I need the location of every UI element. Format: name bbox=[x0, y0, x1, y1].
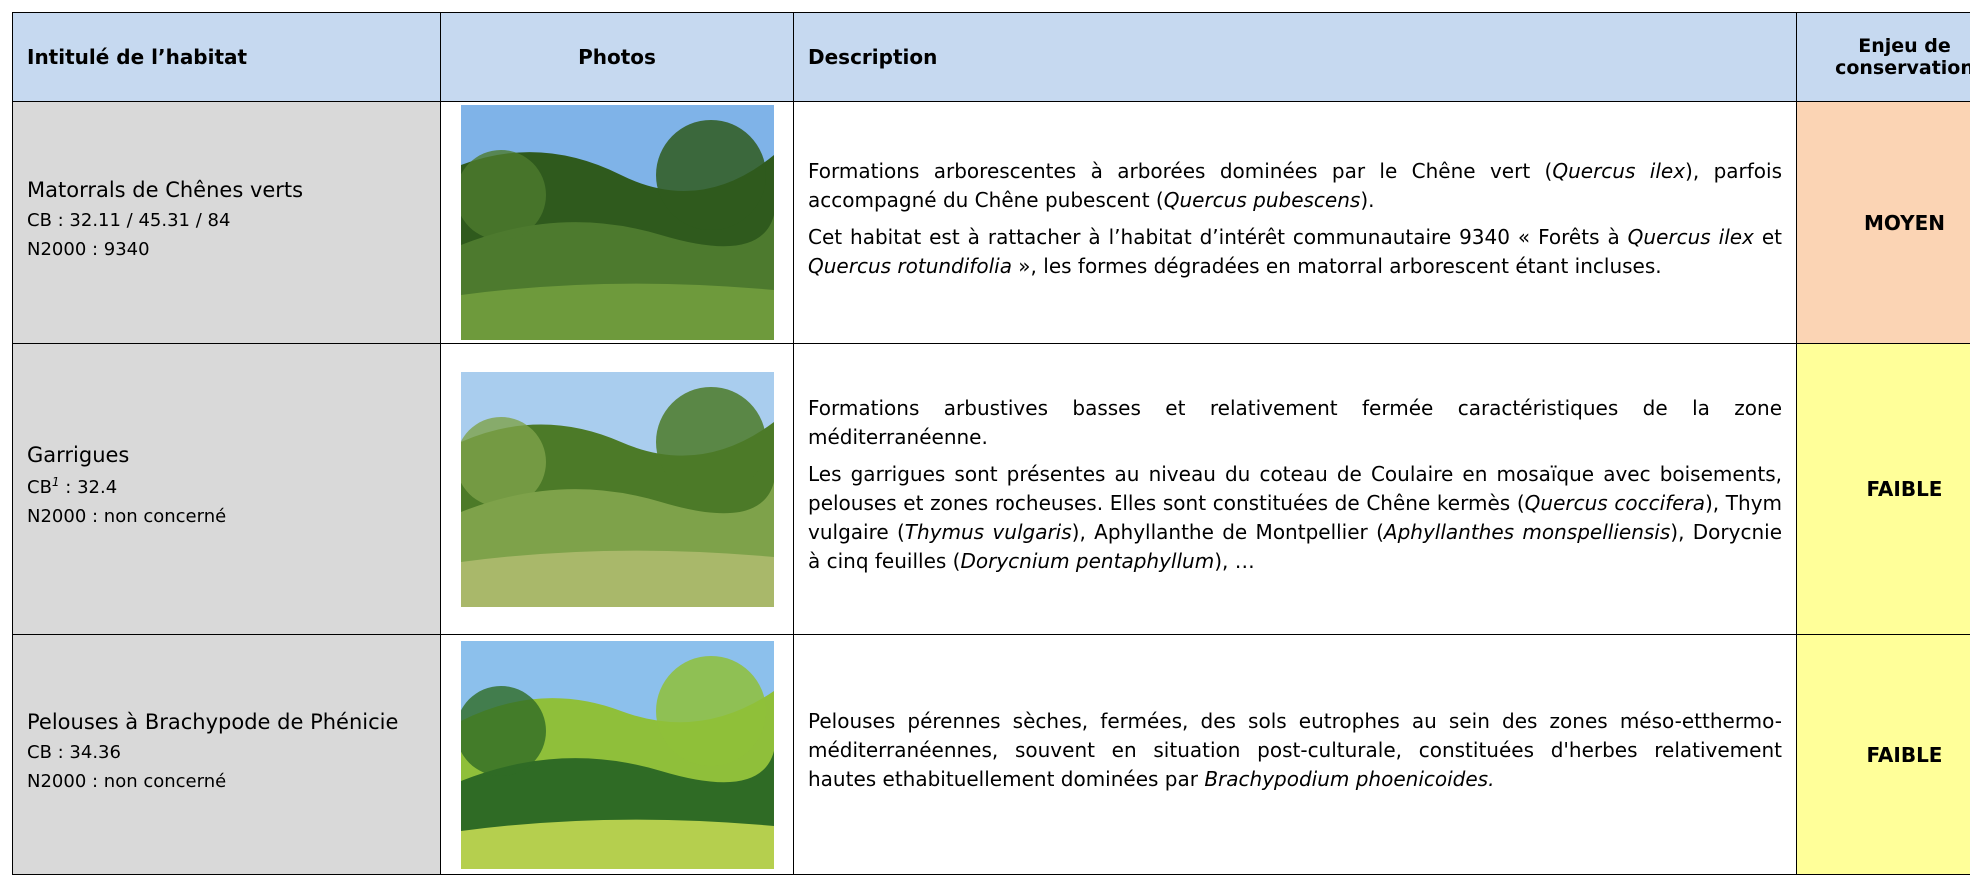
code-text: CB bbox=[27, 477, 52, 498]
header-cell: Photos bbox=[440, 12, 794, 102]
description-paragraph: Cet habitat est à rattacher à l’habitat … bbox=[808, 223, 1782, 281]
enjeu-cell: MOYEN bbox=[1796, 101, 1970, 344]
description-text: Quercus ilex bbox=[1552, 158, 1686, 183]
code-text: N2000 : non concerné bbox=[27, 506, 227, 527]
habitat-code: N2000 : non concerné bbox=[27, 771, 426, 792]
photo-cell bbox=[440, 343, 794, 635]
description-cell: Formations arbustives basses et relative… bbox=[793, 343, 1797, 635]
habitat-photo bbox=[460, 640, 774, 869]
habitat-table: Intitulé de l’habitat Photos Description… bbox=[12, 12, 1970, 875]
header-cell: Description bbox=[793, 12, 1797, 102]
photo-cell bbox=[440, 101, 794, 344]
description-text: Dorycnium pentaphyllum bbox=[960, 549, 1215, 573]
description-text: Quercus coccifera bbox=[1524, 491, 1705, 515]
table-wrap: Intitulé de l’habitat Photos Description… bbox=[12, 12, 1970, 875]
habitat-cell: Pelouses à Brachypode de Phénicie CB : 34… bbox=[12, 634, 441, 875]
habitat-name: Pelouses à Brachypode de Phénicie bbox=[27, 709, 399, 734]
description-text: Thymus vulgaris bbox=[904, 520, 1072, 544]
table-row: Garrigues CB1 : 32.4 N2000 : non concerné … bbox=[12, 343, 1970, 635]
code-text: N2000 : non concerné bbox=[27, 770, 227, 792]
description-text: ). bbox=[1360, 187, 1375, 212]
habitat-cell: Matorrals de Chênes verts CB : 32.11 / 45… bbox=[12, 101, 441, 344]
habitat-code: CB1 : 32.4 bbox=[27, 475, 426, 498]
code-text: : 32.4 bbox=[59, 477, 118, 498]
description-paragraph: Formations arborescentes à arborées domi… bbox=[808, 157, 1782, 215]
description-paragraph: Pelouses pérennes sèches, fermées, des s… bbox=[808, 707, 1782, 794]
description-text: Formations arbustives basses et relative… bbox=[808, 396, 1782, 449]
header-cell: Enjeu de conservation bbox=[1796, 12, 1970, 102]
description-paragraph: Formations arbustives basses et relative… bbox=[808, 394, 1782, 452]
habitat-code: CB : 34.36 bbox=[27, 742, 426, 763]
code-text: CB : 34.36 bbox=[27, 741, 121, 763]
header-cell: Intitulé de l’habitat bbox=[12, 12, 441, 102]
description-text: ), Aphyllanthe de Montpellier ( bbox=[1071, 520, 1384, 544]
description-text: Aphyllanthes monspelliensis bbox=[1383, 520, 1671, 544]
description-cell: Pelouses pérennes sèches, fermées, des s… bbox=[793, 634, 1797, 875]
enjeu-cell: FAIBLE bbox=[1796, 634, 1970, 875]
habitat-code: N2000 : non concerné bbox=[27, 506, 426, 527]
habitat-code: CB : 32.11 / 45.31 / 84 bbox=[27, 210, 426, 231]
habitat-name: Garrigues bbox=[27, 443, 130, 467]
description-text: ), … bbox=[1214, 549, 1255, 573]
table-body: Matorrals de Chênes verts CB : 32.11 / 45… bbox=[12, 101, 1970, 875]
habitat-photo bbox=[460, 371, 774, 607]
code-text: CB : 32.11 / 45.31 / 84 bbox=[27, 209, 231, 231]
description-text: Quercus rotundifolia bbox=[808, 253, 1012, 278]
code-text: 1 bbox=[51, 475, 60, 489]
description-text: ), Dorycnie à cinq feuilles ( bbox=[808, 520, 1782, 573]
table-row: Matorrals de Chênes verts CB : 32.11 / 45… bbox=[12, 101, 1970, 344]
table-row: Pelouses à Brachypode de Phénicie CB : 34… bbox=[12, 634, 1970, 875]
habitat-code: N2000 : 9340 bbox=[27, 239, 426, 260]
habitat-cell: Garrigues CB1 : 32.4 N2000 : non concerné bbox=[12, 343, 441, 635]
description-text: Cet habitat est à rattacher à l’habitat … bbox=[808, 224, 1628, 249]
enjeu-cell: FAIBLE bbox=[1796, 343, 1970, 635]
description-text: Quercus ilex bbox=[1627, 224, 1754, 249]
description-text: Quercus pubescens bbox=[1163, 187, 1361, 212]
description-text: », les formes dégradées en matorral arbo… bbox=[1011, 253, 1662, 278]
description-text: Formations arborescentes à arborées domi… bbox=[808, 158, 1553, 183]
description-text: Brachypodium phoenicoides. bbox=[1204, 767, 1495, 791]
photo-cell bbox=[440, 634, 794, 875]
description-text: ), Thym vulgaire ( bbox=[808, 491, 1783, 544]
header-row: Intitulé de l’habitat Photos Description… bbox=[12, 12, 1970, 102]
description-cell: Formations arborescentes à arborées domi… bbox=[793, 101, 1797, 344]
description-text: ), parfois accompagné du Chêne pubescent… bbox=[808, 158, 1782, 212]
description-text: Pelouses pérennes sèches, fermées, des s… bbox=[808, 709, 1782, 791]
code-text: N2000 : 9340 bbox=[27, 238, 150, 260]
description-text: et bbox=[1753, 224, 1783, 249]
habitat-photo bbox=[460, 105, 774, 340]
description-text: Les garrigues sont présentes au niveau d… bbox=[808, 462, 1782, 515]
description-paragraph: Les garrigues sont présentes au niveau d… bbox=[808, 460, 1782, 576]
habitat-name: Matorrals de Chênes verts bbox=[27, 177, 304, 202]
